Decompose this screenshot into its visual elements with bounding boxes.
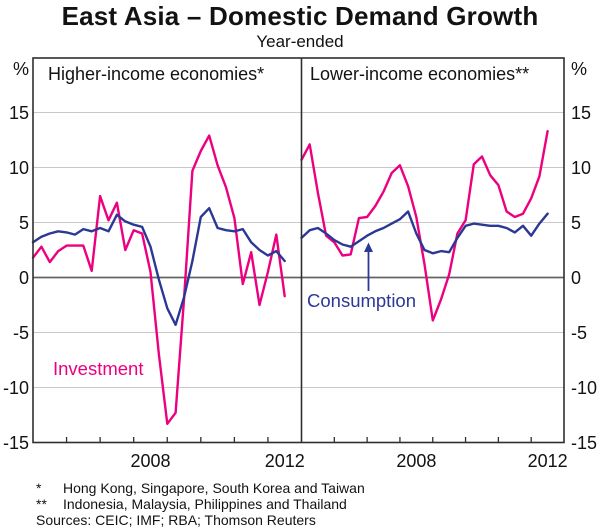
y-axis-label-left: -5 [13, 323, 29, 343]
consumption-arrow-head [364, 242, 373, 252]
y-axis-label-right: 10 [571, 158, 591, 178]
y-axis-label-right: -10 [571, 378, 597, 398]
footnote-text: Hong Kong, Singapore, South Korea and Ta… [63, 480, 365, 496]
footnote: * Hong Kong, Singapore, South Korea and T… [36, 480, 365, 496]
chart-subtitle: Year-ended [256, 32, 344, 51]
y-axis-label-left: 10 [9, 158, 29, 178]
panel-title: Lower-income economies** [310, 64, 529, 84]
plot-frame [32, 57, 565, 444]
x-axis-year-label: 2012 [528, 451, 568, 471]
y-axis-label-left: 0 [19, 268, 29, 288]
investment-series-label: Investment [53, 358, 144, 379]
footnote-text: Indonesia, Malaysia, Philippines and Tha… [63, 496, 347, 512]
y-axis-label-right: 5 [571, 213, 581, 233]
consumption-line [300, 210, 549, 255]
y-axis-unit-right: % [571, 59, 587, 79]
sources-line: Sources: CEIC; IMF; RBA; Thomson Reuters [36, 512, 316, 528]
y-axis-label-right: 15 [571, 103, 591, 123]
investment-line [31, 134, 286, 425]
consumption-line [31, 206, 286, 326]
footnote-marker: ** [36, 496, 47, 512]
y-axis-unit-left: % [13, 59, 29, 79]
footnote: ** Indonesia, Malaysia, Philippines and T… [36, 496, 347, 512]
y-axis-label-right: -15 [571, 433, 597, 453]
footnote-text: Sources: CEIC; IMF; RBA; Thomson Reuters [36, 512, 316, 528]
footnote-marker: * [36, 480, 42, 496]
investment-line [300, 129, 549, 322]
y-axis-label-left: 15 [9, 103, 29, 123]
y-axis-label-right: -5 [571, 323, 587, 343]
y-axis-label-left: -15 [3, 433, 29, 453]
y-axis-label-left: 5 [19, 213, 29, 233]
chart-title: East Asia – Domestic Demand Growth [61, 1, 539, 31]
consumption-series-label: Consumption [307, 290, 416, 311]
panel-title: Higher-income economies* [48, 64, 264, 84]
y-axis-label-left: -10 [3, 378, 29, 398]
x-axis-year-label: 2012 [265, 451, 305, 471]
x-axis-year-label: 2008 [396, 451, 436, 471]
y-axis-label-right: 0 [571, 268, 581, 288]
x-axis-year-label: 2008 [130, 451, 170, 471]
